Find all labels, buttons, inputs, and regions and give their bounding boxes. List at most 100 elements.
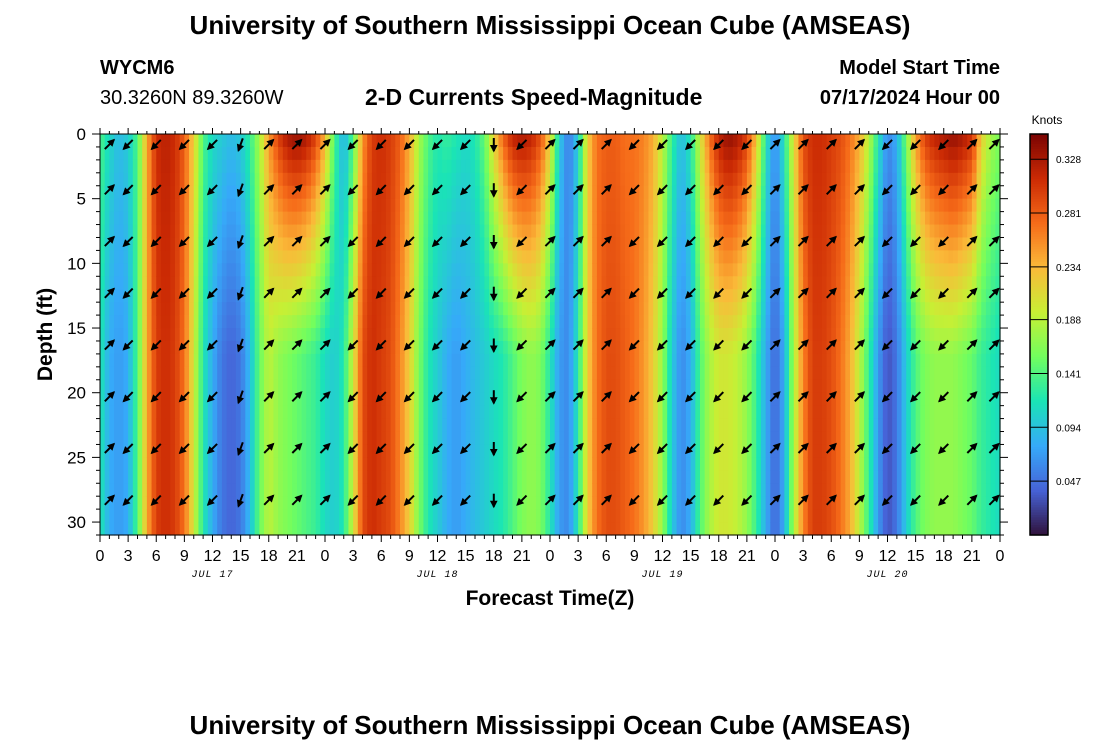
heatmap-cell xyxy=(385,457,392,471)
heatmap-cell xyxy=(456,185,462,200)
heatmap-cell xyxy=(765,134,771,148)
heatmap-cell xyxy=(400,211,406,226)
heatmap-cell xyxy=(807,353,814,368)
heatmap-cell xyxy=(732,328,739,342)
heatmap-cell xyxy=(310,159,317,174)
heatmap-cell xyxy=(723,366,729,381)
heatmap-cell xyxy=(554,276,560,290)
heatmap-cell xyxy=(831,211,837,226)
heatmap-cell xyxy=(250,522,256,536)
heatmap-cell xyxy=(151,250,157,264)
heatmap-cell xyxy=(573,353,579,368)
heatmap-cell xyxy=(156,522,162,536)
heatmap-cell xyxy=(535,366,542,381)
heatmap-cell xyxy=(179,276,185,290)
heatmap-cell xyxy=(409,159,415,174)
heatmap-cell xyxy=(503,431,509,446)
heatmap-cell xyxy=(615,483,621,497)
heatmap-cell xyxy=(507,237,514,252)
heatmap-cell xyxy=(385,198,392,213)
heatmap-cell xyxy=(789,146,795,161)
heatmap-cell xyxy=(615,431,621,446)
heatmap-cell xyxy=(625,522,631,536)
heatmap-cell xyxy=(329,289,335,303)
heatmap-cell xyxy=(606,237,612,252)
heatmap-cell xyxy=(723,276,729,290)
heatmap-cell xyxy=(128,496,134,510)
heatmap-cell xyxy=(700,496,706,510)
heatmap-cell xyxy=(339,185,345,200)
heatmap-cell xyxy=(315,483,321,497)
heatmap-cell xyxy=(643,250,650,264)
heatmap-cell xyxy=(784,496,790,510)
heatmap-cell xyxy=(718,315,725,329)
heatmap-cell xyxy=(456,509,462,523)
heatmap-cell xyxy=(521,483,528,497)
heatmap-cell xyxy=(282,146,289,161)
heatmap-cell xyxy=(334,276,340,290)
heatmap-cell xyxy=(582,522,589,536)
heatmap-cell xyxy=(793,522,800,536)
heatmap-cell xyxy=(535,328,542,342)
heatmap-cell xyxy=(831,509,837,523)
heatmap-cell xyxy=(831,522,837,536)
heatmap-cell xyxy=(535,496,542,510)
heatmap-cell xyxy=(310,224,317,239)
heatmap-cell xyxy=(437,392,443,407)
heatmap-cell xyxy=(545,509,551,523)
heatmap-cell xyxy=(428,418,434,433)
heatmap-cell xyxy=(625,353,631,368)
heatmap-cell xyxy=(756,185,762,200)
heatmap-cell xyxy=(128,159,134,174)
heatmap-cell xyxy=(779,315,785,329)
heatmap-cell xyxy=(446,315,453,329)
heatmap-cell xyxy=(170,237,176,252)
heatmap-cell xyxy=(465,431,471,446)
heatmap-cell xyxy=(404,146,410,161)
heatmap-cell xyxy=(198,134,204,148)
heatmap-cell xyxy=(620,496,626,510)
heatmap-cell xyxy=(212,366,218,381)
heatmap-cell xyxy=(282,340,289,355)
heatmap-cell xyxy=(226,457,232,471)
heatmap-cell xyxy=(629,418,635,433)
heatmap-cell xyxy=(207,302,214,316)
heatmap-cell xyxy=(404,159,410,174)
heatmap-cell xyxy=(681,328,687,342)
heatmap-cell xyxy=(662,315,668,329)
heatmap-cell xyxy=(840,328,846,342)
heatmap-cell xyxy=(226,379,232,394)
heatmap-cell xyxy=(662,250,668,264)
heatmap-cell xyxy=(292,302,298,316)
heatmap-cell xyxy=(625,483,631,497)
heatmap-cell xyxy=(770,146,776,161)
heatmap-cell xyxy=(264,431,270,446)
heatmap-cell xyxy=(132,146,139,161)
heatmap-cell xyxy=(189,276,195,290)
heatmap-cell xyxy=(479,315,485,329)
heatmap-cell xyxy=(550,353,556,368)
heatmap-cell xyxy=(371,185,378,200)
heatmap-cell xyxy=(484,224,490,239)
heatmap-cell xyxy=(700,302,706,316)
heatmap-cell xyxy=(493,302,500,316)
heatmap-cell xyxy=(451,457,457,471)
heatmap-cell xyxy=(807,302,814,316)
heatmap-cell xyxy=(184,496,190,510)
heatmap-cell xyxy=(245,185,251,200)
heatmap-cell xyxy=(231,263,237,277)
heatmap-cell xyxy=(479,185,485,200)
heatmap-cell xyxy=(189,328,195,342)
heatmap-cell xyxy=(521,509,528,523)
heatmap-cell xyxy=(409,496,415,510)
heatmap-cell xyxy=(592,172,598,187)
heatmap-cell xyxy=(573,379,579,394)
heatmap-cell xyxy=(343,237,350,252)
heatmap-cell xyxy=(442,340,448,355)
heatmap-cell xyxy=(362,237,368,252)
heatmap-cell xyxy=(250,457,256,471)
heatmap-cell xyxy=(146,509,153,523)
heatmap-cell xyxy=(601,431,607,446)
heatmap-cell xyxy=(643,340,650,355)
heatmap-cell xyxy=(850,405,856,420)
